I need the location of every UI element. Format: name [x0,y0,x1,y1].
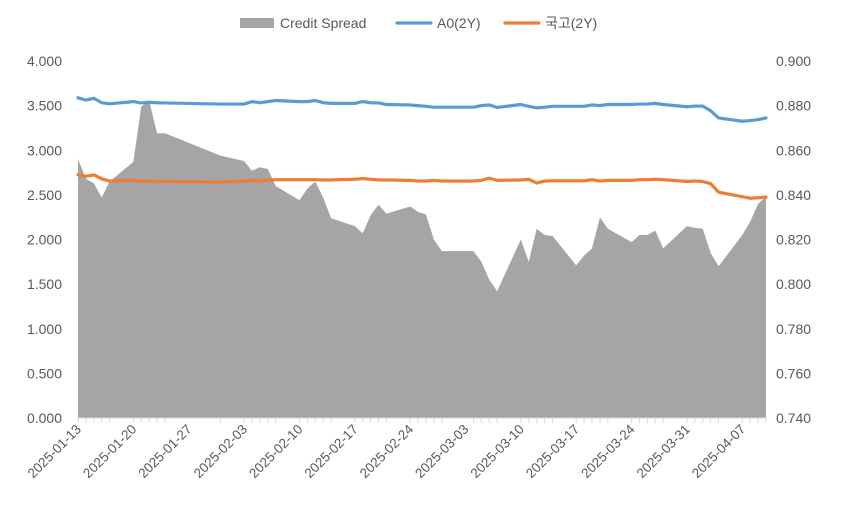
y-left-tick-label: 0.000 [27,410,62,426]
legend-label: A0(2Y) [437,15,481,31]
y-right-tick-label: 0.780 [776,321,811,337]
x-tick-label: 2025-02-17 [301,422,360,481]
y-left-tick-label: 3.500 [27,98,62,114]
y-right-tick-label: 0.800 [776,276,811,292]
y-right-tick-label: 0.900 [776,53,811,69]
y-left-tick-label: 0.500 [27,365,62,381]
x-tick-label: 2025-03-03 [412,422,471,481]
x-tick-label: 2025-04-07 [689,422,748,481]
y-left-tick-label: 3.000 [27,142,62,158]
legend-label: 국고(2Y) [545,15,597,31]
x-tick-label: 2025-03-17 [523,422,582,481]
legend: Credit Spread A0(2Y) 국고(2Y) [240,15,597,31]
y-right-tick-label: 0.740 [776,410,811,426]
x-tick-label: 2025-02-10 [246,422,305,481]
line-series-layer [76,96,768,200]
y-left-tick-label: 1.500 [27,276,62,292]
x-tick-label: 2025-01-20 [80,422,139,481]
y-right-tick-label: 0.840 [776,187,811,203]
x-tick-label: 2025-03-31 [634,422,693,481]
a0-2y-line [76,96,768,123]
legend-label: Credit Spread [280,15,366,31]
y-left-tick-label: 4.000 [27,53,62,69]
y-left-tick-label: 2.000 [27,232,62,248]
credit-spread-area-layer [78,101,766,418]
y-left-tick-label: 2.500 [27,187,62,203]
y-right-tick-label: 0.860 [776,142,811,158]
y-right-tick-label: 0.820 [776,232,811,248]
gukgo-2y-line [76,173,768,200]
y-right-tick-label: 0.880 [776,98,811,114]
x-tick-label: 2025-01-27 [135,422,194,481]
y-left-tick-label: 1.000 [27,321,62,337]
credit-spread-area [78,101,766,418]
x-tick-label: 2025-01-13 [25,422,84,481]
legend-swatch-credit-spread [240,18,274,28]
x-tick-label: 2025-02-03 [191,422,250,481]
x-tick-label: 2025-03-10 [468,422,527,481]
x-tick-label: 2025-03-24 [578,421,638,481]
x-tick-label: 2025-02-24 [357,421,417,481]
y-right-tick-label: 0.760 [776,365,811,381]
